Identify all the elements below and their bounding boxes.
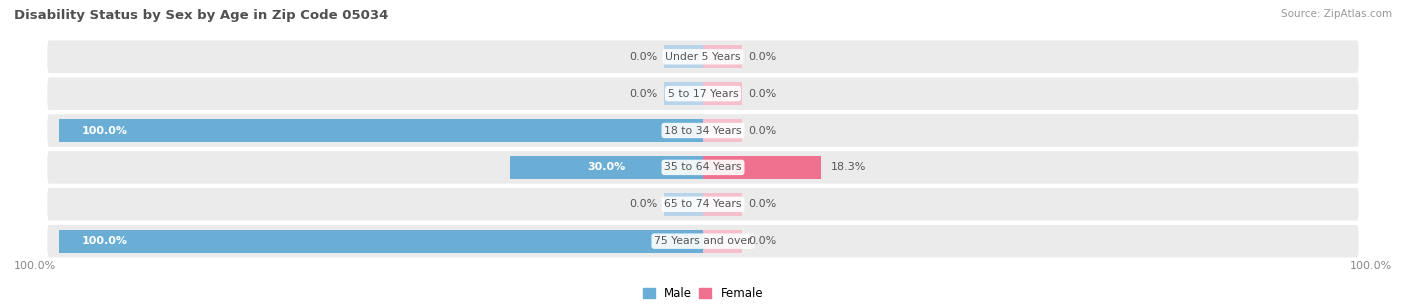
Text: 30.0%: 30.0% bbox=[588, 162, 626, 172]
Legend: Male, Female: Male, Female bbox=[638, 283, 768, 304]
FancyBboxPatch shape bbox=[46, 150, 1360, 185]
Bar bbox=[703, 82, 741, 105]
Bar bbox=[665, 193, 703, 216]
Text: 100.0%: 100.0% bbox=[82, 126, 128, 136]
Text: Source: ZipAtlas.com: Source: ZipAtlas.com bbox=[1281, 9, 1392, 19]
Text: 35 to 64 Years: 35 to 64 Years bbox=[664, 162, 742, 172]
Bar bbox=[665, 82, 703, 105]
FancyBboxPatch shape bbox=[46, 187, 1360, 222]
Text: 0.0%: 0.0% bbox=[630, 52, 658, 62]
Bar bbox=[703, 193, 741, 216]
Bar bbox=[59, 119, 703, 142]
FancyBboxPatch shape bbox=[46, 40, 1360, 74]
Text: 0.0%: 0.0% bbox=[630, 199, 658, 209]
Bar bbox=[59, 230, 703, 253]
Text: 0.0%: 0.0% bbox=[748, 126, 776, 136]
FancyBboxPatch shape bbox=[46, 76, 1360, 111]
Text: 18.3%: 18.3% bbox=[831, 162, 866, 172]
Text: 5 to 17 Years: 5 to 17 Years bbox=[668, 89, 738, 98]
Text: 65 to 74 Years: 65 to 74 Years bbox=[664, 199, 742, 209]
FancyBboxPatch shape bbox=[46, 113, 1360, 148]
Text: Under 5 Years: Under 5 Years bbox=[665, 52, 741, 62]
Bar bbox=[703, 119, 741, 142]
Text: 0.0%: 0.0% bbox=[630, 89, 658, 98]
Bar bbox=[510, 156, 703, 179]
Text: 100.0%: 100.0% bbox=[82, 236, 128, 246]
Bar bbox=[703, 230, 741, 253]
Text: 100.0%: 100.0% bbox=[14, 261, 56, 271]
Text: 75 Years and over: 75 Years and over bbox=[654, 236, 752, 246]
Text: Disability Status by Sex by Age in Zip Code 05034: Disability Status by Sex by Age in Zip C… bbox=[14, 9, 388, 22]
Bar bbox=[665, 45, 703, 68]
Text: 0.0%: 0.0% bbox=[748, 199, 776, 209]
Bar bbox=[703, 156, 821, 179]
Bar bbox=[703, 45, 741, 68]
Text: 18 to 34 Years: 18 to 34 Years bbox=[664, 126, 742, 136]
Text: 0.0%: 0.0% bbox=[748, 89, 776, 98]
Text: 100.0%: 100.0% bbox=[1350, 261, 1392, 271]
FancyBboxPatch shape bbox=[46, 224, 1360, 258]
Text: 0.0%: 0.0% bbox=[748, 52, 776, 62]
Text: 0.0%: 0.0% bbox=[748, 236, 776, 246]
